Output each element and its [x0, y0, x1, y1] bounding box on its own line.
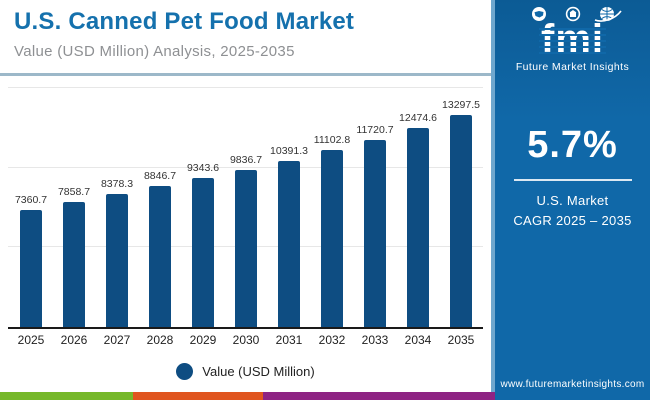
cagr-block: 5.7% U.S. Market CAGR 2025 – 2035 [495, 124, 650, 231]
website-link[interactable]: www.futuremarketinsights.com [500, 379, 645, 390]
bar-value-label: 7858.7 [57, 185, 91, 198]
legend-marker-icon [176, 362, 194, 380]
bar-2033 [364, 140, 386, 327]
fmi-logo-text-wrap: fmi [539, 19, 606, 59]
legend-label: Value (USD Million) [202, 363, 315, 379]
x-axis-label: 2035 [447, 333, 475, 347]
logo-stripe [539, 52, 606, 54]
landmark-icon [565, 6, 580, 22]
purple-segment [263, 392, 495, 400]
green-segment [0, 392, 133, 400]
logo-stripe [539, 40, 606, 42]
bar-value-label: 9343.6 [186, 162, 220, 175]
bar-2026 [63, 201, 85, 327]
bar-value-label: 12474.6 [399, 112, 437, 125]
x-axis-label: 2028 [146, 333, 174, 347]
x-axis-label: 2027 [103, 333, 131, 347]
header: U.S. Canned Pet Food Market Value (USD M… [14, 8, 484, 60]
header-divider [0, 73, 491, 76]
bar-value-label: 10391.3 [270, 145, 308, 158]
chart-legend: Value (USD Million) [0, 360, 491, 382]
fmi-logo-tagline: Future Market Insights [515, 61, 630, 73]
gridline-15000 [8, 87, 483, 88]
x-axis-label: 2030 [232, 333, 260, 347]
x-axis-label: 2032 [318, 333, 346, 347]
x-axis-label: 2025 [17, 333, 45, 347]
bar-value-label: 11102.8 [313, 134, 351, 147]
bar-2030 [235, 170, 257, 327]
cagr-label-period: CAGR 2025 – 2035 [513, 213, 632, 229]
bar-value-label: 7360.7 [14, 193, 48, 206]
bar-value-label: 9836.7 [229, 154, 263, 167]
page-title: U.S. Canned Pet Food Market [14, 8, 355, 35]
x-axis-label: 2029 [189, 333, 217, 347]
bar-2032 [321, 150, 343, 327]
bar-2025 [20, 209, 42, 327]
bar-2028 [149, 186, 171, 327]
x-axis-label: 2026 [60, 333, 88, 347]
x-axis-label: 2031 [275, 333, 303, 347]
cagr-divider [513, 179, 632, 181]
bar-2029 [192, 178, 214, 327]
x-axis-label: 2034 [404, 333, 432, 347]
fmi-logo: fmi Future Market Insights [495, 5, 650, 73]
globe-icon [594, 7, 622, 22]
bar-2034 [407, 128, 429, 327]
fmi-logo-icons [531, 6, 622, 22]
page-subtitle: Value (USD Million) Analysis, 2025-2035 [14, 43, 295, 60]
cagr-value: 5.7% [527, 124, 618, 166]
gridline-10000 [8, 166, 483, 168]
x-axis-label: 2033 [361, 333, 389, 347]
cagr-label-market: U.S. Market [536, 193, 609, 208]
plot-area: 7360.7 2025 7858.7 2026 8378.3 2027 8846.7 2028… [8, 87, 483, 347]
bar-2035 [450, 115, 472, 327]
logo-stripe [539, 34, 606, 36]
bar-2031 [278, 161, 300, 327]
logo-stripe [539, 28, 606, 30]
orange-segment [133, 392, 263, 400]
bar-value-label: 8846.7 [143, 170, 177, 183]
bar-value-label: 8378.3 [100, 177, 134, 190]
footer-color-stripes [0, 392, 495, 400]
bar-value-label: 11720.7 [356, 124, 394, 137]
logo-stripe [539, 46, 606, 48]
brand-sidebar: fmi Future Market Insights 5.7% U.S. Mar… [491, 0, 650, 400]
us-map-icon [531, 7, 546, 21]
bar-value-label: 13297.5 [442, 99, 480, 112]
bar-2027 [106, 193, 128, 327]
